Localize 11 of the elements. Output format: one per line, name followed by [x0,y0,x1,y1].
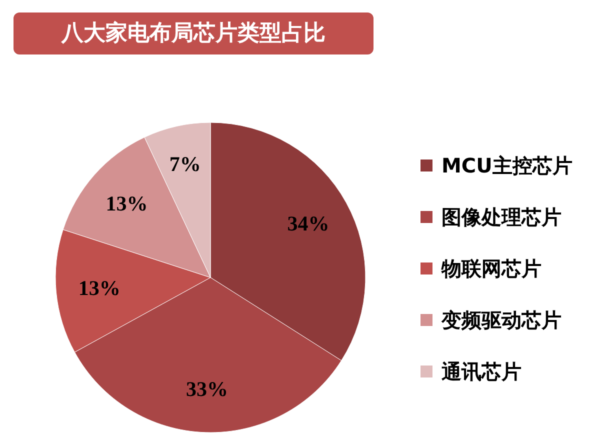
legend-label: MCU主控芯片 [442,154,572,178]
data-label: 13% [106,192,148,216]
legend-label: 通讯芯片 [440,360,522,384]
data-label: 13% [78,276,120,300]
data-label: 33% [186,377,228,402]
chart-title: 八大家电布局芯片类型占比 [60,20,326,46]
legend-label: 图像处理芯片 [442,205,562,229]
legend-label: 物联网芯片 [440,256,542,280]
data-label: 34% [287,212,330,236]
legend-label: 变频驱动芯片 [440,308,562,332]
data-label: 7% [169,152,201,176]
